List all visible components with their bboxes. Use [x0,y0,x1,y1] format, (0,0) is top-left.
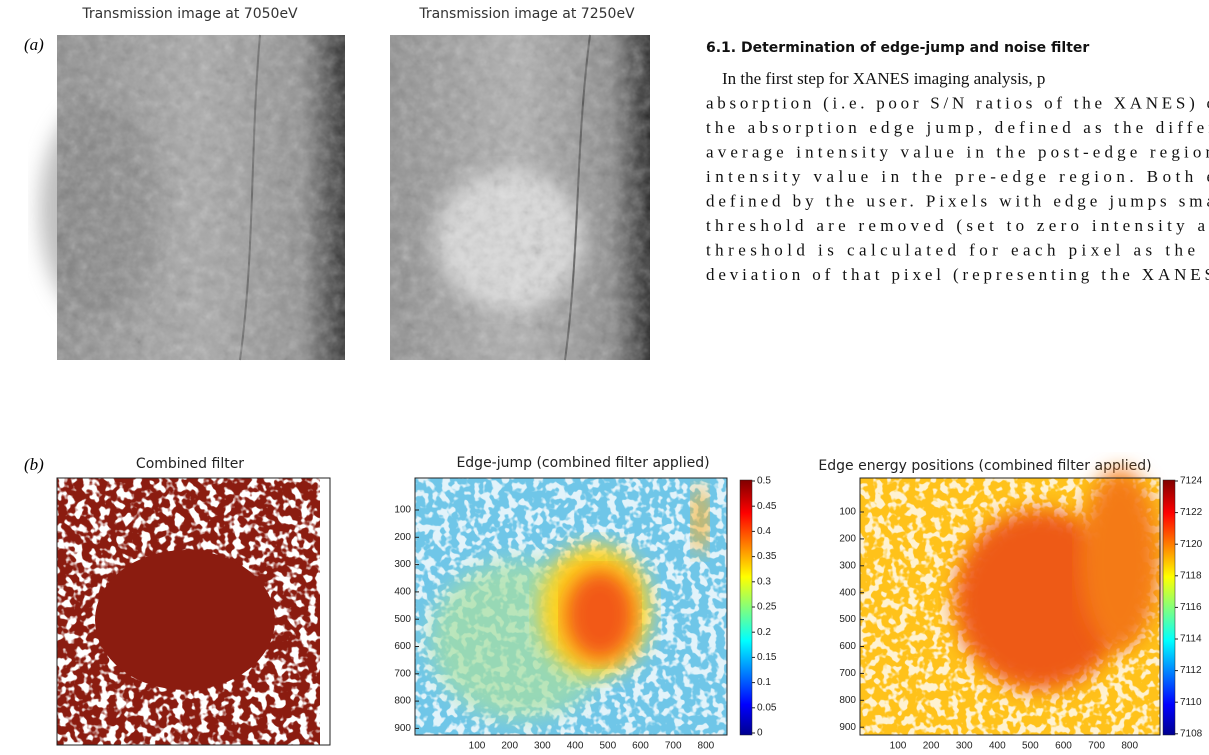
filter-map [57,478,330,745]
y-tick-label: 900 [839,722,856,733]
y-tick-label: 200 [394,532,411,543]
colorbar-label: 0.5 [757,476,771,487]
x-tick-label: 800 [698,741,715,752]
x-tick-label: 100 [890,741,907,752]
colorbar-label: 7124 [1180,476,1203,487]
colorbar-label: 0.3 [757,576,771,587]
paragraph-line: intensity value in the pre-edge region. … [706,167,1209,186]
image-title: Transmission image at 7050eV [81,6,298,22]
edge-jump-map [415,478,752,735]
y-tick-label: 600 [394,641,411,652]
y-tick-label: 800 [839,695,856,706]
colorbar-label: 0.1 [757,677,771,688]
colorbar-label: 7122 [1180,507,1203,518]
paragraph-line: threshold is calculated for each pixel a… [706,241,1195,260]
paragraph-line: In the first step for XANES imaging anal… [722,69,1045,88]
panel-label: (b) [24,455,44,474]
plot-title: Edge-jump (combined filter applied) [456,455,709,471]
figure: (a) (b) Transmission image at 7050eV Tra… [0,0,1209,755]
colorbar-label: 7110 [1180,697,1202,708]
colorbar-label: 0.05 [757,702,777,713]
paragraph-line: absorption (i.e. poor S/N ratios of the … [706,94,1209,113]
x-tick-label: 100 [469,741,486,752]
colorbar-label: 0.15 [757,652,777,663]
colorbar-label: 7120 [1180,539,1203,550]
image-title: Combined filter [136,456,244,472]
section-heading: 6.1. Determination of edge-jump and nois… [706,40,1089,56]
x-tick-label: 200 [501,741,518,752]
x-tick-label: 300 [956,741,973,752]
colorbar-label: 0.35 [757,551,777,562]
y-tick-label: 600 [839,641,856,652]
x-tick-label: 500 [1022,741,1039,752]
y-tick-label: 900 [394,723,411,734]
x-tick-label: 800 [1121,741,1138,752]
y-tick-label: 700 [839,668,856,679]
transmission-image [390,35,650,360]
colorbar-label: 0 [757,728,763,739]
paragraph-line: defined by the user. Pixels with edge ju… [706,192,1209,211]
colorbar-label: 0.4 [757,526,771,537]
colorbar-label: 7116 [1180,602,1202,613]
transmission-image [40,35,345,360]
y-tick-label: 500 [394,614,411,625]
colorbar-label: 7112 [1180,665,1202,676]
panel-label: (a) [24,35,44,54]
y-tick-label: 300 [839,560,856,571]
x-tick-label: 600 [1055,741,1072,752]
y-tick-label: 100 [394,505,411,516]
y-tick-label: 500 [839,614,856,625]
x-tick-label: 200 [923,741,940,752]
paragraph-line: threshold are removed (set to zero inten… [706,216,1209,235]
colorbar-label: 7108 [1180,728,1203,739]
x-tick-label: 700 [665,741,682,752]
y-tick-label: 300 [394,559,411,570]
paragraph-line: deviation of that pixel (representing th… [706,265,1209,284]
colorbar-label: 7118 [1180,570,1202,581]
colorbar-label: 0.2 [757,627,771,638]
y-tick-label: 200 [839,534,856,545]
colorbar-label: 0.25 [757,602,777,613]
x-tick-label: 500 [599,741,616,752]
x-tick-label: 400 [989,741,1006,752]
image-title: Transmission image at 7250eV [418,6,635,22]
colorbar-label: 0.45 [757,501,777,512]
x-tick-label: 300 [534,741,551,752]
y-tick-label: 800 [394,696,411,707]
edge-energy-map [860,470,1175,735]
plot-title: Edge energy positions (combined filter a… [818,458,1151,474]
colorbar-label: 7114 [1180,634,1202,645]
paragraph-line: the absorption edge jump, defined as the… [706,118,1209,137]
y-tick-label: 400 [839,587,856,598]
y-tick-label: 700 [394,668,411,679]
x-tick-label: 600 [632,741,649,752]
x-tick-label: 700 [1088,741,1105,752]
paragraph-line: average intensity value in the post-edge… [706,143,1209,162]
y-tick-label: 100 [839,507,856,518]
y-tick-label: 400 [394,587,411,598]
x-tick-label: 400 [567,741,584,752]
